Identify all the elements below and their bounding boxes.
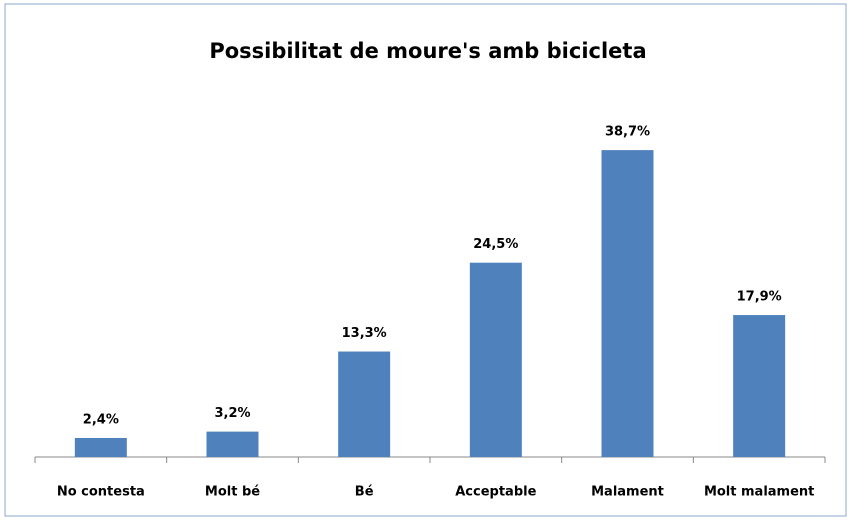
data-label: 38,7% [605, 125, 650, 140]
x-tick-label: Molt malament [704, 485, 814, 500]
x-tick-label: Acceptable [455, 485, 536, 500]
bar [206, 431, 259, 457]
chart-title: Possibilitat de moure's amb bicicleta [209, 39, 646, 63]
bar [338, 351, 391, 457]
data-label: 24,5% [473, 237, 518, 252]
data-label: 2,4% [83, 412, 119, 427]
chart-border [4, 3, 847, 517]
x-tick-label: Malament [591, 485, 664, 500]
data-label: 17,9% [737, 290, 782, 305]
bar [74, 437, 127, 457]
data-label: 13,3% [342, 326, 387, 341]
x-tick-label: Molt bé [205, 485, 260, 500]
data-label: 3,2% [214, 406, 250, 421]
bar [601, 150, 654, 457]
bar [733, 315, 786, 457]
x-tick-label: Bé [355, 485, 374, 500]
bar [469, 262, 522, 457]
x-tick-label: No contesta [57, 485, 145, 500]
